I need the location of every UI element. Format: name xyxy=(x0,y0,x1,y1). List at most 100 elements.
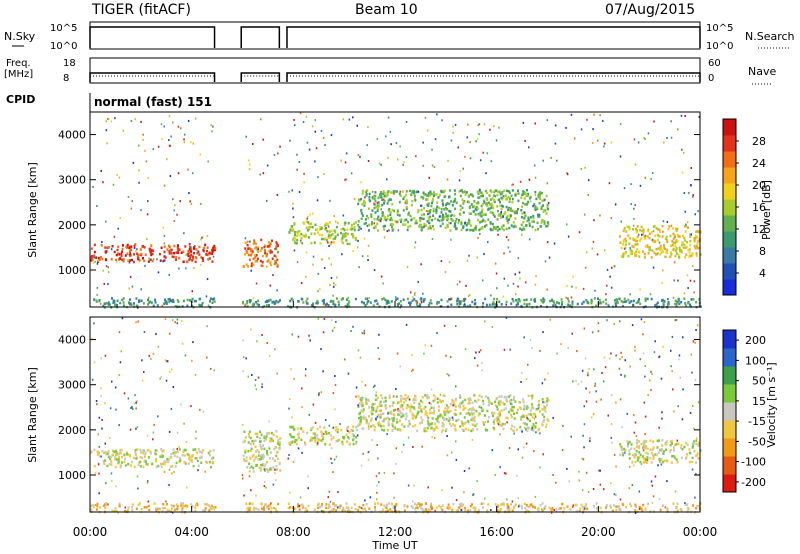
heatmap-cell xyxy=(643,256,646,259)
heatmap-cell xyxy=(387,412,389,415)
heatmap-cell xyxy=(493,412,496,415)
heatmap-cell xyxy=(640,443,643,446)
heatmap-cell xyxy=(191,359,193,362)
xaxis-label: Time UT xyxy=(371,539,417,552)
heatmap-cell xyxy=(474,424,477,428)
heatmap-cell xyxy=(353,226,356,229)
heatmap-cell xyxy=(371,439,373,441)
heatmap-cell xyxy=(505,395,508,399)
heatmap-cell xyxy=(263,447,266,451)
heatmap-cell xyxy=(293,118,295,121)
heatmap-cell xyxy=(681,171,684,174)
heatmap-cell xyxy=(527,505,530,508)
heatmap-cell xyxy=(181,342,184,345)
heatmap-cell xyxy=(272,300,275,304)
heatmap-cell xyxy=(441,421,444,425)
heatmap-cell xyxy=(207,160,209,163)
heatmap-cell xyxy=(550,509,553,512)
heatmap-cell xyxy=(96,286,99,289)
heatmap-cell xyxy=(176,213,178,216)
heatmap-cell xyxy=(301,406,303,409)
heatmap-cell xyxy=(638,505,641,509)
heatmap-cell xyxy=(370,419,373,422)
heatmap-cell xyxy=(567,235,570,238)
heatmap-cell xyxy=(130,303,133,306)
heatmap-cell xyxy=(440,208,443,211)
heatmap-cell xyxy=(178,448,181,451)
heatmap-cell xyxy=(276,258,279,262)
heatmap-cell xyxy=(362,403,364,406)
heatmap-cell xyxy=(392,401,395,404)
heatmap-cell xyxy=(610,423,613,426)
heatmap-cell xyxy=(420,299,423,303)
heatmap-cell xyxy=(603,488,605,491)
heatmap-cell xyxy=(424,410,427,413)
heatmap-cell xyxy=(149,452,152,455)
heatmap-cell xyxy=(420,297,423,300)
heatmap-cell xyxy=(546,119,549,122)
heatmap-cell xyxy=(260,457,263,460)
colorbar-tick-label: -15 xyxy=(748,415,766,428)
heatmap-cell xyxy=(321,258,323,261)
heatmap-cell xyxy=(449,229,452,232)
heatmap-cell xyxy=(670,120,672,123)
heatmap-cell xyxy=(699,305,702,308)
heatmap-cell xyxy=(625,230,628,233)
heatmap-cell xyxy=(537,429,540,432)
heatmap-cell xyxy=(181,320,183,322)
heatmap-cell xyxy=(420,407,423,411)
heatmap-cell xyxy=(507,509,510,512)
heatmap-cell xyxy=(411,203,413,207)
heatmap-cell xyxy=(420,217,423,220)
heatmap-cell xyxy=(471,205,474,209)
heatmap-cell xyxy=(429,225,432,228)
heatmap-cell xyxy=(269,249,272,252)
heatmap-cell xyxy=(459,280,461,283)
heatmap-cell xyxy=(483,423,485,426)
heatmap-cell xyxy=(661,460,664,464)
heatmap-cell xyxy=(566,505,569,508)
colorbar-segment xyxy=(723,215,736,232)
heatmap-cell xyxy=(530,298,533,301)
heatmap-cell xyxy=(686,506,689,510)
heatmap-cell xyxy=(481,192,484,196)
heatmap-cell xyxy=(462,404,465,408)
heatmap-cell xyxy=(106,464,109,468)
heatmap-cell xyxy=(272,274,274,277)
heatmap-cell xyxy=(434,509,436,512)
heatmap-cell xyxy=(255,464,258,468)
heatmap-cell xyxy=(440,305,443,308)
heatmap-cell xyxy=(391,202,394,206)
heatmap-cell xyxy=(424,193,427,196)
heatmap-cell xyxy=(445,418,448,421)
heatmap-cell xyxy=(288,190,290,193)
heatmap-cell xyxy=(542,453,544,456)
heatmap-cell xyxy=(430,344,433,347)
heatmap-cell xyxy=(427,421,430,424)
heatmap-cell xyxy=(184,354,187,357)
heatmap-cell xyxy=(404,201,406,204)
heatmap-cell xyxy=(538,213,541,216)
heatmap-cell xyxy=(638,239,641,242)
heatmap-cell xyxy=(662,345,664,348)
heatmap-cell xyxy=(508,395,511,398)
heatmap-cell xyxy=(214,247,217,250)
heatmap-cell xyxy=(691,456,694,460)
heatmap-cell xyxy=(554,303,557,307)
heatmap-cell xyxy=(494,503,497,506)
heatmap-cell xyxy=(250,328,252,331)
heatmap-cell xyxy=(260,467,263,470)
heatmap-cell xyxy=(129,259,131,262)
heatmap-cell xyxy=(445,428,448,431)
heatmap-cell xyxy=(270,507,273,510)
heatmap-cell xyxy=(170,407,173,410)
heatmap-cell xyxy=(442,410,445,413)
heatmap-cell xyxy=(417,210,420,214)
heatmap-cell xyxy=(427,419,429,422)
heatmap-cell xyxy=(412,416,415,420)
heatmap-cell xyxy=(159,377,161,380)
heatmap-cell xyxy=(407,395,410,398)
heatmap-cell xyxy=(480,210,483,214)
heatmap-cell xyxy=(393,395,395,398)
heatmap-cell xyxy=(429,194,432,197)
